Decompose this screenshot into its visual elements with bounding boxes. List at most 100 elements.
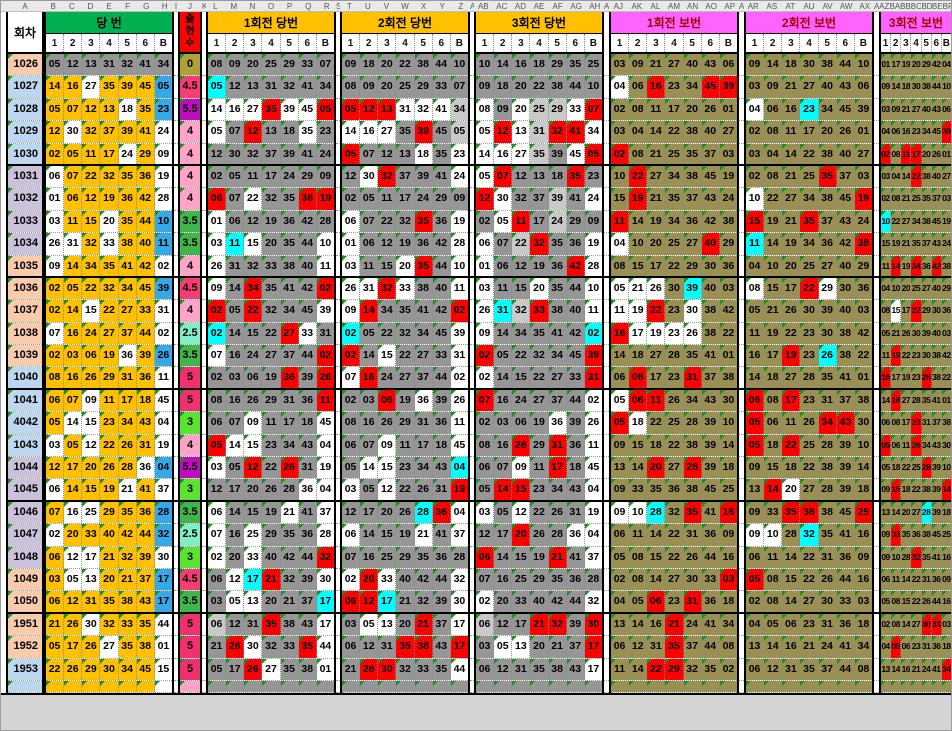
number-cell[interactable]: 27 (782, 367, 801, 388)
number-cell[interactable]: 05 (881, 591, 892, 612)
appear-count-cell[interactable]: 5.5 (180, 98, 200, 121)
number-cell[interactable]: 14 (64, 412, 83, 434)
number-cell[interactable]: 39 (921, 322, 932, 345)
number-cell[interactable]: 38 (548, 76, 567, 98)
number-cell[interactable]: 43 (136, 591, 155, 612)
number-cell[interactable]: 06 (208, 501, 227, 524)
number-cell[interactable]: 16 (226, 389, 245, 412)
number-cell[interactable]: 26 (280, 457, 299, 479)
number-cell[interactable]: 30 (316, 568, 334, 591)
number-cell[interactable]: 02 (316, 345, 334, 367)
number-cell[interactable]: 04 (746, 98, 765, 121)
number-cell[interactable]: 33 (118, 613, 137, 636)
number-cell[interactable]: 23 (530, 479, 549, 500)
number-cell[interactable]: 31 (316, 322, 334, 345)
number-cell[interactable] (432, 680, 451, 692)
number-cell[interactable]: 30 (683, 568, 702, 591)
number-cell[interactable] (136, 680, 155, 692)
number-cell[interactable]: 27 (782, 188, 801, 210)
number-cell[interactable]: 03 (208, 233, 227, 255)
number-cell[interactable]: 35 (818, 165, 837, 188)
number-cell[interactable]: 28 (647, 501, 666, 524)
number-cell[interactable]: 10 (316, 233, 334, 255)
number-cell[interactable]: 32 (378, 277, 397, 300)
number-cell[interactable] (665, 680, 684, 692)
number-cell[interactable]: 35 (818, 367, 837, 388)
number-cell[interactable]: 29 (921, 54, 932, 76)
number-cell[interactable]: 22 (262, 322, 281, 345)
number-cell[interactable]: 39 (931, 479, 942, 500)
number-cell[interactable]: 26 (244, 658, 263, 680)
number-cell[interactable]: 27 (647, 345, 666, 367)
number-cell[interactable]: 22 (396, 345, 415, 367)
number-cell[interactable]: 32 (154, 524, 172, 546)
number-cell[interactable]: 08 (746, 277, 765, 300)
number-cell[interactable]: 32 (800, 524, 819, 546)
number-cell[interactable]: 16 (360, 412, 379, 434)
number-cell[interactable]: 37 (316, 501, 334, 524)
number-cell[interactable]: 16 (941, 591, 951, 612)
number-cell[interactable]: 03 (360, 389, 379, 412)
number-cell[interactable]: 34 (280, 434, 299, 457)
number-cell[interactable]: 36 (683, 210, 702, 233)
number-cell[interactable]: 18 (854, 479, 872, 500)
number-cell[interactable]: 20 (911, 54, 922, 76)
number-cell[interactable]: 12 (512, 165, 531, 188)
number-cell[interactable]: 37 (548, 389, 567, 412)
number-cell[interactable]: 14 (647, 121, 666, 143)
number-cell[interactable]: 12 (476, 524, 495, 546)
number-cell[interactable]: 36 (136, 457, 155, 479)
number-cell[interactable]: 02 (342, 322, 361, 345)
number-cell[interactable]: 30 (683, 300, 702, 322)
number-cell[interactable]: 06 (342, 434, 361, 457)
number-cell[interactable]: 06 (854, 76, 872, 98)
number-cell[interactable]: 18 (414, 143, 433, 164)
number-cell[interactable]: 09 (476, 322, 495, 345)
number-cell[interactable]: 17 (891, 54, 902, 76)
number-cell[interactable]: 38 (836, 322, 855, 345)
appear-count-cell[interactable]: 5 (180, 389, 200, 412)
number-cell[interactable]: 37 (280, 345, 299, 367)
number-cell[interactable]: 21 (118, 568, 137, 591)
number-cell[interactable]: 26 (396, 501, 415, 524)
number-cell[interactable]: 05 (611, 389, 630, 412)
number-cell[interactable]: 26 (64, 658, 83, 680)
number-cell[interactable]: 41 (836, 367, 855, 388)
number-cell[interactable]: 31 (584, 367, 602, 388)
number-cell[interactable]: 22 (800, 277, 819, 300)
number-cell[interactable]: 08 (891, 591, 902, 612)
number-cell[interactable]: 06 (764, 98, 783, 121)
number-cell[interactable]: 28 (782, 524, 801, 546)
number-cell[interactable]: 37 (683, 188, 702, 210)
number-cell[interactable]: 09 (46, 255, 65, 276)
number-cell[interactable]: 14 (881, 389, 892, 412)
number-cell[interactable]: 41 (566, 546, 585, 568)
number-cell[interactable]: 38 (118, 591, 137, 612)
number-cell[interactable]: 17 (530, 210, 549, 233)
number-cell[interactable]: 34 (154, 54, 172, 76)
number-cell[interactable]: 09 (611, 501, 630, 524)
number-cell[interactable]: 10 (854, 54, 872, 76)
number-cell[interactable]: 21 (548, 636, 567, 658)
number-cell[interactable]: 39 (298, 367, 317, 388)
number-cell[interactable]: 34 (941, 658, 951, 680)
number-cell[interactable]: 43 (836, 412, 855, 434)
number-cell[interactable]: 16 (854, 568, 872, 591)
number-cell[interactable]: 22 (911, 568, 922, 591)
row-label[interactable]: 1035 (8, 255, 42, 276)
number-cell[interactable] (118, 680, 137, 692)
number-cell[interactable]: 28 (316, 210, 334, 233)
number-cell[interactable]: 16 (782, 636, 801, 658)
number-cell[interactable]: 28 (921, 501, 932, 524)
number-cell[interactable]: 20 (512, 524, 531, 546)
number-cell[interactable]: 42 (118, 524, 137, 546)
number-cell[interactable]: 33 (100, 233, 119, 255)
number-cell[interactable]: 44 (136, 210, 155, 233)
row-label[interactable]: 1046 (8, 501, 42, 524)
number-cell[interactable]: 45 (136, 277, 155, 300)
number-cell[interactable]: 15 (244, 434, 263, 457)
number-cell[interactable]: 45 (450, 434, 468, 457)
number-cell[interactable]: 06 (719, 54, 737, 76)
number-cell[interactable]: 19 (262, 210, 281, 233)
number-cell[interactable]: 02 (719, 658, 737, 680)
